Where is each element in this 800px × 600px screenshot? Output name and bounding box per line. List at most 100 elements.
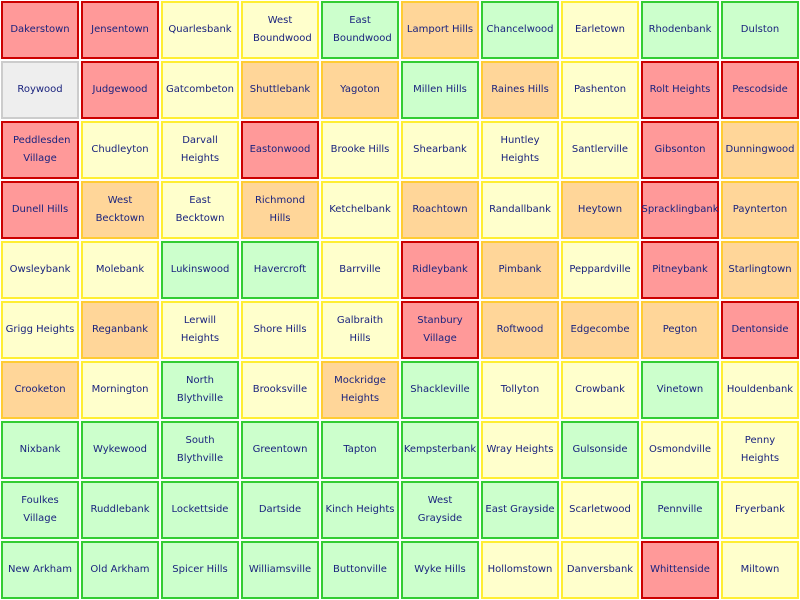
town-cell[interactable]: Fryerbank <box>721 481 799 539</box>
town-cell[interactable]: Dunell Hills <box>1 181 79 239</box>
town-cell[interactable]: Lerwill Heights <box>161 301 239 359</box>
town-cell[interactable]: Whittenside <box>641 541 719 599</box>
town-cell[interactable]: Ruddlebank <box>81 481 159 539</box>
town-cell[interactable]: Rhodenbank <box>641 1 719 59</box>
town-cell[interactable]: Gatcombeton <box>161 61 239 119</box>
town-cell[interactable]: Houldenbank <box>721 361 799 419</box>
town-cell[interactable]: Starlingtown <box>721 241 799 299</box>
town-cell[interactable]: Chancelwood <box>481 1 559 59</box>
town-cell[interactable]: Brooke Hills <box>321 121 399 179</box>
town-cell[interactable]: Rolt Heights <box>641 61 719 119</box>
town-cell[interactable]: Roftwood <box>481 301 559 359</box>
town-cell[interactable]: Edgecombe <box>561 301 639 359</box>
town-cell[interactable]: Lockettside <box>161 481 239 539</box>
town-cell[interactable]: Crowbank <box>561 361 639 419</box>
town-cell[interactable]: Tollyton <box>481 361 559 419</box>
town-cell[interactable]: Shearbank <box>401 121 479 179</box>
town-cell[interactable]: Darvall Heights <box>161 121 239 179</box>
town-cell[interactable]: Shore Hills <box>241 301 319 359</box>
town-cell[interactable]: Pitneybank <box>641 241 719 299</box>
town-cell[interactable]: Brooksville <box>241 361 319 419</box>
town-cell[interactable]: Shackleville <box>401 361 479 419</box>
town-cell[interactable]: Lukinswood <box>161 241 239 299</box>
town-cell[interactable]: East Becktown <box>161 181 239 239</box>
town-cell[interactable]: Spicer Hills <box>161 541 239 599</box>
town-cell[interactable]: Kempsterbank <box>401 421 479 479</box>
town-cell[interactable]: Penny Heights <box>721 421 799 479</box>
town-cell[interactable]: Reganbank <box>81 301 159 359</box>
town-cell[interactable]: Pennville <box>641 481 719 539</box>
town-cell[interactable]: Pimbank <box>481 241 559 299</box>
town-cell[interactable]: Grigg Heights <box>1 301 79 359</box>
town-cell[interactable]: Nixbank <box>1 421 79 479</box>
town-cell[interactable]: Dentonside <box>721 301 799 359</box>
town-cell[interactable]: Jensentown <box>81 1 159 59</box>
town-cell[interactable]: Eastonwood <box>241 121 319 179</box>
town-cell[interactable]: Chudleyton <box>81 121 159 179</box>
town-cell[interactable]: Earletown <box>561 1 639 59</box>
town-cell[interactable]: West Grayside <box>401 481 479 539</box>
town-cell[interactable]: Richmond Hills <box>241 181 319 239</box>
town-cell[interactable]: Miltown <box>721 541 799 599</box>
town-cell[interactable]: Mornington <box>81 361 159 419</box>
town-cell[interactable]: Roywood <box>1 61 79 119</box>
town-cell[interactable]: Randallbank <box>481 181 559 239</box>
town-cell[interactable]: Buttonville <box>321 541 399 599</box>
town-cell[interactable]: East Boundwood <box>321 1 399 59</box>
town-cell[interactable]: Spracklingbank <box>641 181 719 239</box>
town-cell[interactable]: Millen Hills <box>401 61 479 119</box>
town-cell[interactable]: Dakerstown <box>1 1 79 59</box>
town-cell[interactable]: Havercroft <box>241 241 319 299</box>
town-cell[interactable]: West Boundwood <box>241 1 319 59</box>
town-cell[interactable]: Paynterton <box>721 181 799 239</box>
town-cell[interactable]: Roachtown <box>401 181 479 239</box>
town-cell[interactable]: South Blythville <box>161 421 239 479</box>
town-cell[interactable]: Raines Hills <box>481 61 559 119</box>
town-cell[interactable]: Vinetown <box>641 361 719 419</box>
town-cell[interactable]: Wykewood <box>81 421 159 479</box>
town-cell[interactable]: West Becktown <box>81 181 159 239</box>
town-cell[interactable]: Scarletwood <box>561 481 639 539</box>
town-cell[interactable]: East Grayside <box>481 481 559 539</box>
town-cell[interactable]: Huntley Heights <box>481 121 559 179</box>
town-cell[interactable]: Hollomstown <box>481 541 559 599</box>
town-cell[interactable]: Judgewood <box>81 61 159 119</box>
town-cell[interactable]: Williamsville <box>241 541 319 599</box>
town-cell[interactable]: Peddlesden Village <box>1 121 79 179</box>
town-cell[interactable]: Yagoton <box>321 61 399 119</box>
town-cell[interactable]: North Blythville <box>161 361 239 419</box>
town-cell[interactable]: Old Arkham <box>81 541 159 599</box>
town-cell[interactable]: Tapton <box>321 421 399 479</box>
town-cell[interactable]: Osmondville <box>641 421 719 479</box>
town-cell[interactable]: Peppardville <box>561 241 639 299</box>
town-cell[interactable]: Santlerville <box>561 121 639 179</box>
town-cell[interactable]: Greentown <box>241 421 319 479</box>
town-cell[interactable]: Wyke Hills <box>401 541 479 599</box>
town-cell[interactable]: Heytown <box>561 181 639 239</box>
town-cell[interactable]: Danversbank <box>561 541 639 599</box>
town-cell[interactable]: Crooketon <box>1 361 79 419</box>
town-cell[interactable]: Ridleybank <box>401 241 479 299</box>
town-cell[interactable]: Barrville <box>321 241 399 299</box>
town-cell[interactable]: Galbraith Hills <box>321 301 399 359</box>
town-cell[interactable]: Ketchelbank <box>321 181 399 239</box>
town-cell[interactable]: Gulsonside <box>561 421 639 479</box>
town-cell[interactable]: Dulston <box>721 1 799 59</box>
town-cell[interactable]: Quarlesbank <box>161 1 239 59</box>
town-cell[interactable]: Owsleybank <box>1 241 79 299</box>
town-cell[interactable]: Mockridge Heights <box>321 361 399 419</box>
town-cell[interactable]: Pescodside <box>721 61 799 119</box>
town-cell[interactable]: New Arkham <box>1 541 79 599</box>
town-cell[interactable]: Gibsonton <box>641 121 719 179</box>
town-cell[interactable]: Stanbury Village <box>401 301 479 359</box>
town-cell[interactable]: Shuttlebank <box>241 61 319 119</box>
town-cell[interactable]: Pegton <box>641 301 719 359</box>
town-cell[interactable]: Foulkes Village <box>1 481 79 539</box>
town-cell[interactable]: Kinch Heights <box>321 481 399 539</box>
town-cell[interactable]: Wray Heights <box>481 421 559 479</box>
town-cell[interactable]: Dunningwood <box>721 121 799 179</box>
town-cell[interactable]: Pashenton <box>561 61 639 119</box>
town-cell[interactable]: Molebank <box>81 241 159 299</box>
town-cell[interactable]: Dartside <box>241 481 319 539</box>
town-cell[interactable]: Lamport Hills <box>401 1 479 59</box>
